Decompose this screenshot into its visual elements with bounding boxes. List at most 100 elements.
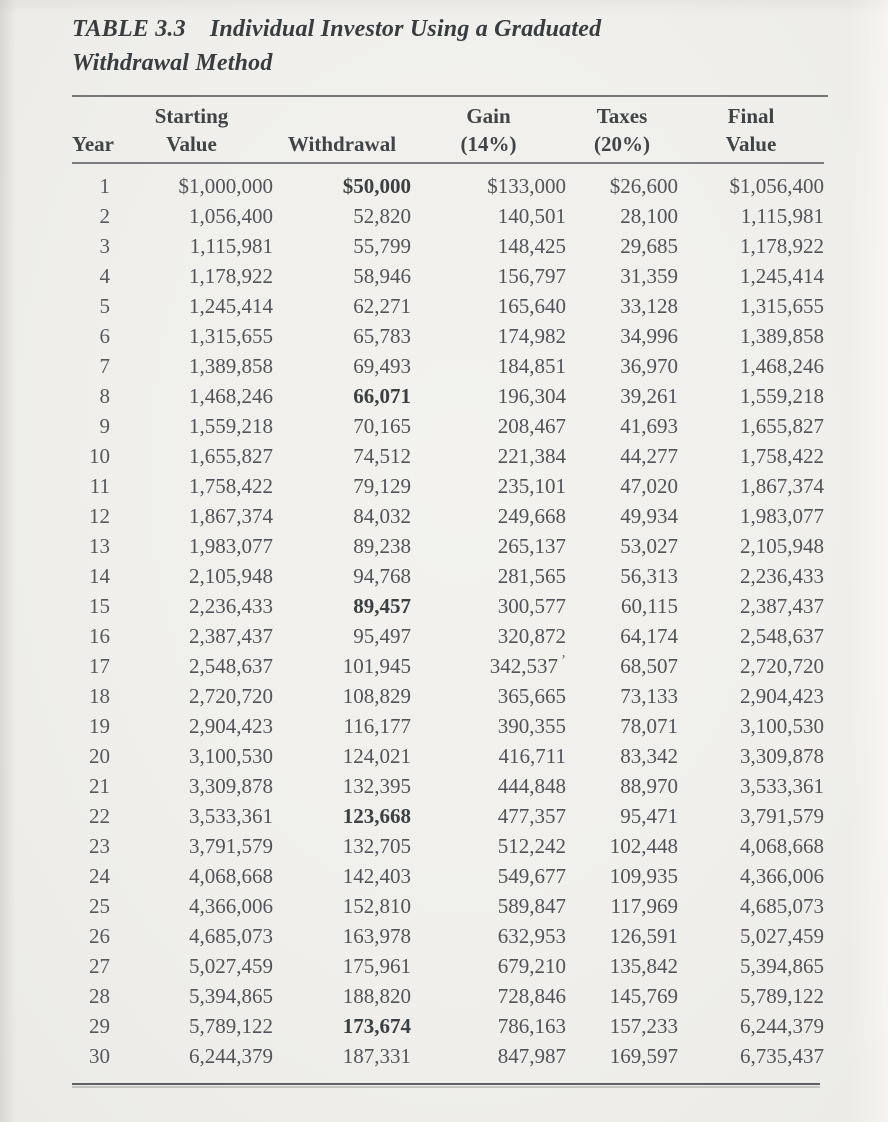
cell-year: 17 xyxy=(89,653,110,678)
cell-final-value: 2,720,720 xyxy=(740,653,824,678)
cell-gain: 184,851 xyxy=(497,353,566,378)
table-body: 1 $1,000,000 $50,000 $133,000 $26,600 $1,056,… xyxy=(72,171,824,1071)
cell-withdrawal: 52,820 xyxy=(353,203,411,228)
cell-year: 20 xyxy=(89,743,110,768)
cell-taxes: 135,842 xyxy=(609,953,678,978)
cell-taxes: 109,935 xyxy=(609,863,678,888)
cell-starting-value: 1,056,400 xyxy=(189,203,273,228)
table-title-text: Individual Investor Using a Graduated xyxy=(209,16,602,42)
table-title-line2: Withdrawal Method xyxy=(72,50,273,76)
cell-year: 30 xyxy=(89,1043,110,1068)
cell-starting-value: 4,685,073 xyxy=(189,923,273,948)
cell-starting-value: 2,236,433 xyxy=(189,593,273,618)
cell-final-value: 2,904,423 xyxy=(740,683,824,708)
cell-final-value: 5,394,865 xyxy=(740,953,824,978)
cell-taxes: 102,448 xyxy=(609,833,678,858)
cell-final-value: 1,245,414 xyxy=(740,263,824,288)
column-header-final-value: Final Value xyxy=(725,104,777,156)
cell-year: 6 xyxy=(99,323,111,348)
cell-withdrawal: 142,403 xyxy=(342,863,411,888)
cell-gain: 320,872 xyxy=(497,623,566,648)
cell-starting-value: 1,758,422 xyxy=(189,473,273,498)
cell-starting-value: 1,315,655 xyxy=(189,323,273,348)
cell-year: 9 xyxy=(99,413,111,438)
cell-final-value: 1,315,655 xyxy=(740,293,824,318)
cell-withdrawal: 124,021 xyxy=(342,743,411,768)
cell-withdrawal: 84,032 xyxy=(353,503,411,528)
cell-gain: 786,163 xyxy=(497,1013,566,1038)
cell-withdrawal: 173,674 xyxy=(342,1013,411,1038)
cell-withdrawal: 89,238 xyxy=(353,533,411,558)
cell-gain: 847,987 xyxy=(497,1043,566,1068)
cell-year: 10 xyxy=(89,443,110,468)
cell-starting-value: 2,387,437 xyxy=(189,623,273,648)
cell-starting-value: 1,178,922 xyxy=(189,263,273,288)
cell-taxes: 64,174 xyxy=(620,623,678,648)
cell-final-value: 2,548,637 xyxy=(740,623,824,648)
cell-gain: 148,425 xyxy=(497,233,566,258)
cell-starting-value: $1,000,000 xyxy=(178,173,274,198)
cell-year: 11 xyxy=(89,473,110,498)
cell-withdrawal: 132,705 xyxy=(342,833,411,858)
cell-taxes: 41,693 xyxy=(620,413,678,438)
cell-taxes: 95,471 xyxy=(620,803,678,828)
cell-withdrawal: 62,271 xyxy=(353,293,411,318)
cell-withdrawal: 101,945 xyxy=(342,653,411,678)
cell-gain: 196,304 xyxy=(497,383,566,408)
cell-year: 29 xyxy=(89,1013,110,1038)
cell-gain: 140,501 xyxy=(497,203,566,228)
cell-gain: 679,210 xyxy=(497,953,566,978)
cell-starting-value: 1,245,414 xyxy=(189,293,273,318)
cell-withdrawal: 69,493 xyxy=(353,353,411,378)
cell-final-value: 6,735,437 xyxy=(740,1043,824,1068)
cell-gain: 165,640 xyxy=(497,293,566,318)
cell-withdrawal: 116,177 xyxy=(343,713,411,738)
cell-year: 12 xyxy=(89,503,110,528)
cell-year: 18 xyxy=(89,683,110,708)
cell-starting-value: 4,068,668 xyxy=(189,863,273,888)
cell-year: 23 xyxy=(89,833,110,858)
cell-final-value: 2,387,437 xyxy=(740,593,824,618)
cell-gain: 281,565 xyxy=(497,563,566,588)
table-number: TABLE 3.3 xyxy=(72,16,186,42)
cell-taxes: 83,342 xyxy=(620,743,678,768)
cell-taxes: 53,027 xyxy=(620,533,678,558)
cell-year: 26 xyxy=(89,923,110,948)
cell-taxes: 39,261 xyxy=(620,383,678,408)
cell-final-value: 1,559,218 xyxy=(740,383,824,408)
cell-final-value: 5,789,122 xyxy=(740,983,824,1008)
cell-final-value: 1,389,858 xyxy=(740,323,824,348)
column-header-gain: Gain (14%) xyxy=(460,104,517,156)
cell-final-value: $1,056,400 xyxy=(729,173,825,198)
cell-starting-value: 3,533,361 xyxy=(189,803,273,828)
cell-starting-value: 3,309,878 xyxy=(189,773,273,798)
cell-starting-value: 2,105,948 xyxy=(189,563,273,588)
cell-starting-value: 3,791,579 xyxy=(189,833,273,858)
cell-year: 24 xyxy=(89,863,110,888)
cell-taxes: 145,769 xyxy=(609,983,678,1008)
cell-taxes: 36,970 xyxy=(620,353,678,378)
cell-year: 19 xyxy=(89,713,110,738)
cell-taxes: 78,071 xyxy=(620,713,678,738)
cell-withdrawal: $50,000 xyxy=(342,173,411,198)
cell-gain: $133,000 xyxy=(487,173,566,198)
cell-gain: 342,537 ʼ xyxy=(489,652,566,678)
cell-withdrawal: 132,395 xyxy=(342,773,411,798)
cell-year: 3 xyxy=(99,233,111,258)
cell-final-value: 1,468,246 xyxy=(740,353,824,378)
cell-year: 7 xyxy=(99,353,111,378)
cell-year: 27 xyxy=(89,953,110,978)
cell-taxes: 60,115 xyxy=(621,593,678,618)
cell-starting-value: 1,559,218 xyxy=(189,413,273,438)
cell-withdrawal: 163,978 xyxy=(342,923,411,948)
cell-starting-value: 1,983,077 xyxy=(189,533,273,558)
cell-taxes: 47,020 xyxy=(620,473,678,498)
cell-taxes: 126,591 xyxy=(609,923,678,948)
cell-withdrawal: 58,946 xyxy=(353,263,411,288)
cell-gain: 365,665 xyxy=(497,683,566,708)
cell-gain: 390,355 xyxy=(497,713,566,738)
cell-starting-value: 1,468,246 xyxy=(189,383,273,408)
cell-withdrawal: 175,961 xyxy=(342,953,411,978)
cell-taxes: 73,133 xyxy=(620,683,678,708)
